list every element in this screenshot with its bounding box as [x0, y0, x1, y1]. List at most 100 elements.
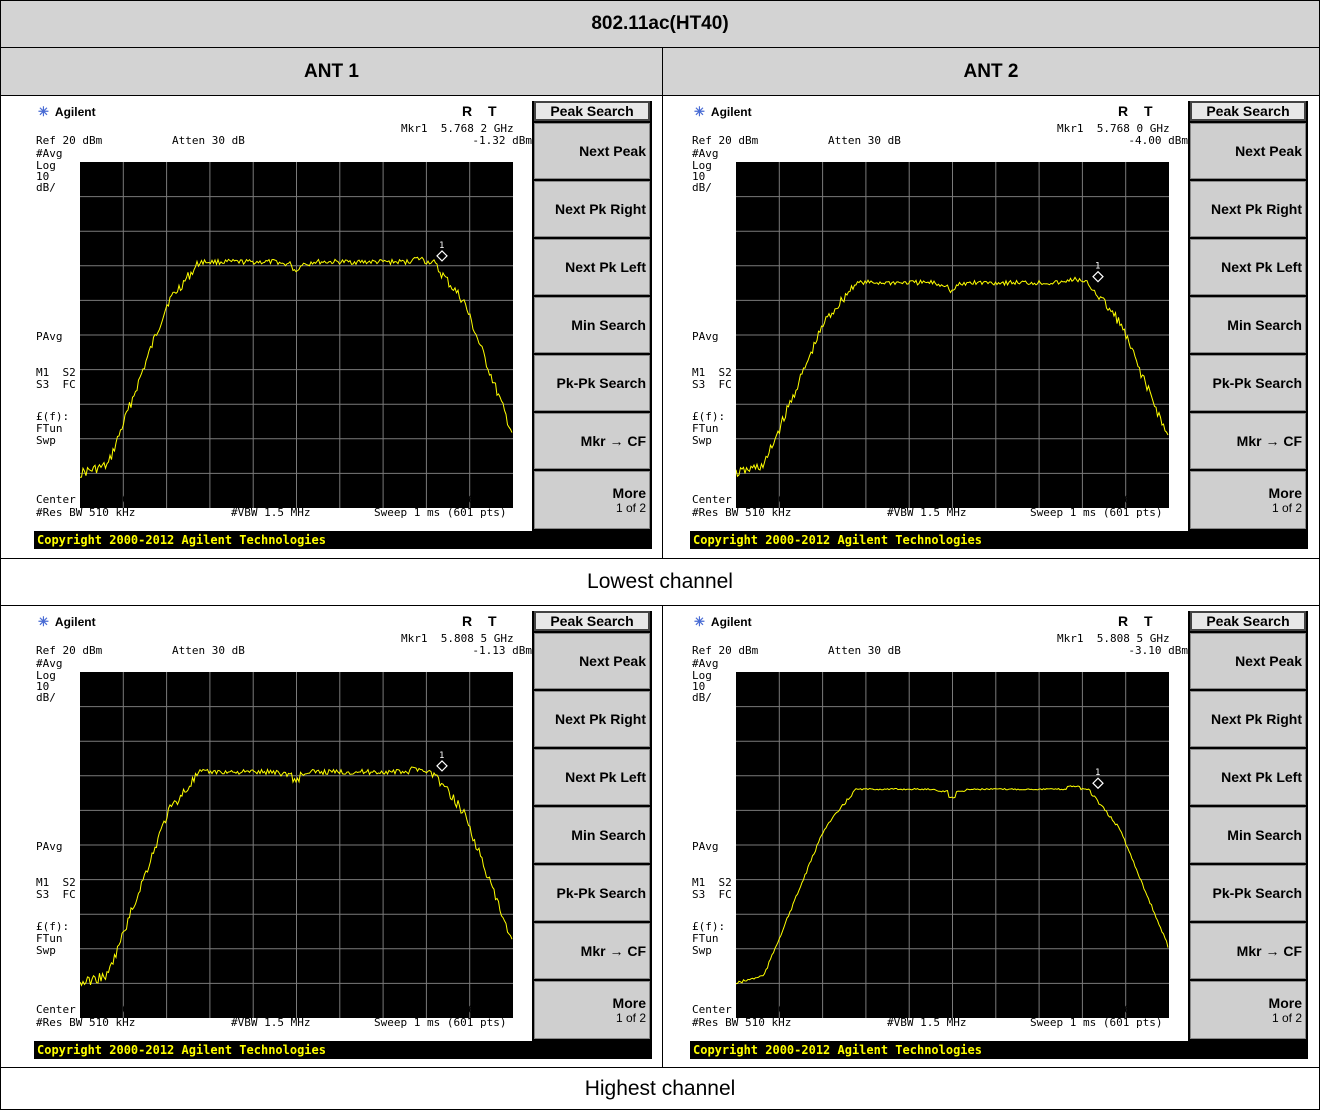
- more-page: 1 of 2: [1271, 501, 1302, 515]
- row-label-lowest: Lowest channel: [0, 558, 1320, 606]
- next-pk-right-button[interactable]: Next Pk Right: [534, 691, 650, 747]
- rt-indicator: R T: [1118, 103, 1153, 119]
- analyzer-screen-ant1-highest: ✳ Agilent R T Mkr1 5.808 5 GHz Ref 20 dBm…: [34, 611, 652, 1059]
- pavg-label: PAvg: [692, 840, 719, 853]
- copyright-bar: Copyright 2000-2012 Agilent Technologies: [690, 1041, 1308, 1059]
- res-bw: #Res BW 510 kHz: [36, 506, 136, 519]
- swp-label: Swp: [692, 944, 712, 957]
- marker-number: 1: [439, 241, 444, 251]
- ftun-label: FTun: [36, 422, 63, 435]
- marker-freq: Mkr1 5.768 2 GHz: [401, 122, 514, 135]
- display-area: Mkr1 5.808 5 GHz Ref 20 dBm Atten 30 dB …: [690, 631, 1188, 1041]
- trace-svg: 1: [80, 162, 513, 508]
- more-button[interactable]: More 1 of 2: [534, 471, 650, 529]
- ref-level: Ref 20 dBm: [36, 134, 103, 147]
- next-pk-right-button[interactable]: Next Pk Right: [534, 181, 650, 237]
- trace-svg: 1: [736, 672, 1169, 1018]
- log-label: Log: [692, 669, 712, 682]
- softkey-title: Peak Search: [1190, 101, 1306, 121]
- more-button[interactable]: More 1 of 2: [1190, 471, 1306, 529]
- marker-value: -1.32 dBm: [472, 134, 532, 147]
- m1s2-label: M1 S2: [36, 876, 76, 889]
- attenuation: Atten 30 dB: [828, 644, 901, 657]
- vbw-label: #VBW 1.5 MHz: [887, 506, 967, 519]
- rt-indicator: R T: [1118, 613, 1153, 629]
- attenuation: Atten 30 dB: [172, 644, 245, 657]
- ff-label: £(f):: [36, 920, 70, 933]
- next-pk-right-button[interactable]: Next Pk Right: [1190, 181, 1306, 237]
- mkr-cf-button[interactable]: Mkr → CF: [534, 923, 650, 979]
- pavg-label: PAvg: [692, 330, 719, 343]
- min-search-button[interactable]: Min Search: [534, 807, 650, 863]
- more-button[interactable]: More 1 of 2: [1190, 981, 1306, 1039]
- avg-label: #Avg: [36, 147, 63, 160]
- next-pk-left-button[interactable]: Next Pk Left: [1190, 239, 1306, 295]
- m1s2-label: M1 S2: [692, 876, 732, 889]
- center-freq: Center 5.795 0 GHz: [692, 1003, 812, 1016]
- next-peak-button[interactable]: Next Peak: [1190, 633, 1306, 689]
- min-search-button[interactable]: Min Search: [1190, 297, 1306, 353]
- sweep-label: Sweep 1 ms (601 pts): [1030, 506, 1163, 519]
- mkr-cf-button[interactable]: Mkr → CF: [1190, 923, 1306, 979]
- scale-value: 10: [692, 680, 706, 693]
- next-pk-left-button[interactable]: Next Pk Left: [1190, 749, 1306, 805]
- marker-number: 1: [1095, 262, 1100, 272]
- more-page: 1 of 2: [1271, 1011, 1302, 1025]
- attenuation: Atten 30 dB: [828, 134, 901, 147]
- marker-diamond-icon: [1092, 777, 1104, 790]
- brand-label: ✳ Agilent: [694, 614, 752, 630]
- next-peak-button[interactable]: Next Peak: [1190, 123, 1306, 179]
- next-peak-button[interactable]: Next Peak: [534, 123, 650, 179]
- scale-unit: dB/: [36, 181, 56, 194]
- scale-value: 10: [36, 680, 50, 693]
- agilent-logo-icon: ✳: [694, 104, 705, 119]
- marker-freq: Mkr1 5.768 0 GHz: [1057, 122, 1170, 135]
- min-search-button[interactable]: Min Search: [534, 297, 650, 353]
- rt-indicator: R T: [462, 613, 497, 629]
- pk-pk-search-button[interactable]: Pk-Pk Search: [1190, 355, 1306, 411]
- res-bw: #Res BW 510 kHz: [36, 1016, 136, 1029]
- softkey-title: Peak Search: [534, 101, 650, 121]
- next-pk-left-button[interactable]: Next Pk Left: [534, 749, 650, 805]
- min-search-button[interactable]: Min Search: [1190, 807, 1306, 863]
- spectrum-trace: [80, 766, 513, 987]
- m1s2-label: M1 S2: [36, 366, 76, 379]
- s3fc-label: S3 FC: [692, 888, 732, 901]
- mkr-cf-button[interactable]: Mkr → CF: [534, 413, 650, 469]
- marker-diamond-icon: [1092, 270, 1104, 283]
- sweep-label: Sweep 1 ms (601 pts): [374, 1016, 507, 1029]
- center-freq: Center 5.755 0 GHz: [692, 493, 812, 506]
- scale-unit: dB/: [692, 691, 712, 704]
- pk-pk-search-button[interactable]: Pk-Pk Search: [534, 355, 650, 411]
- vbw-label: #VBW 1.5 MHz: [231, 1016, 311, 1029]
- copyright-bar: Copyright 2000-2012 Agilent Technologies: [690, 531, 1308, 549]
- next-peak-button[interactable]: Next Peak: [534, 633, 650, 689]
- swp-label: Swp: [36, 944, 56, 957]
- graticule: 1: [736, 162, 1169, 508]
- agilent-logo-icon: ✳: [38, 104, 49, 119]
- marker-value: -4.00 dBm: [1128, 134, 1188, 147]
- softkey-title: Peak Search: [1190, 611, 1306, 631]
- pavg-label: PAvg: [36, 330, 63, 343]
- marker-number: 1: [1095, 768, 1100, 778]
- swp-label: Swp: [692, 434, 712, 447]
- ref-level: Ref 20 dBm: [692, 134, 759, 147]
- trace-svg: 1: [736, 162, 1169, 508]
- brand-label: ✳ Agilent: [694, 104, 752, 120]
- ant2-header: ANT 2: [662, 47, 1320, 96]
- ftun-label: FTun: [692, 422, 719, 435]
- pk-pk-search-button[interactable]: Pk-Pk Search: [1190, 865, 1306, 921]
- ff-label: £(f):: [692, 410, 726, 423]
- next-pk-left-button[interactable]: Next Pk Left: [534, 239, 650, 295]
- ftun-label: FTun: [36, 932, 63, 945]
- pk-pk-search-button[interactable]: Pk-Pk Search: [534, 865, 650, 921]
- log-label: Log: [36, 159, 56, 172]
- marker-freq: Mkr1 5.808 5 GHz: [1057, 632, 1170, 645]
- scale-unit: dB/: [692, 181, 712, 194]
- center-freq: Center 5.795 0 GHz: [36, 1003, 156, 1016]
- brand-label: ✳ Agilent: [38, 104, 96, 120]
- mkr-cf-button[interactable]: Mkr → CF: [1190, 413, 1306, 469]
- next-pk-right-button[interactable]: Next Pk Right: [1190, 691, 1306, 747]
- scale-value: 10: [36, 170, 50, 183]
- more-button[interactable]: More 1 of 2: [534, 981, 650, 1039]
